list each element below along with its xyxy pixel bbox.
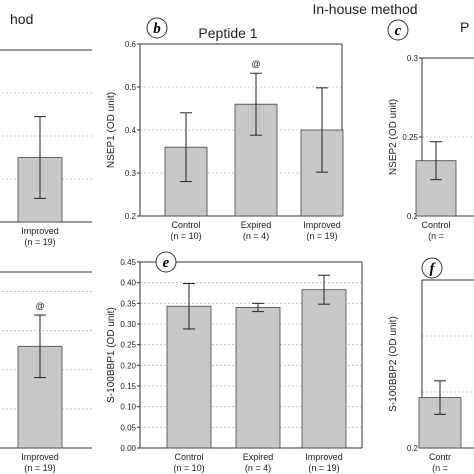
y-tick-label: 0.6 [125, 40, 137, 49]
category-n-label: (n = 4) [243, 231, 269, 241]
panel-a: Improved(n = 19) [0, 49, 92, 247]
bar [301, 289, 347, 449]
y-axis-label: S-100BBP1 (OD unit) [106, 307, 117, 403]
category-n-label: (n = 19) [308, 463, 339, 473]
category-label: Improved [303, 220, 341, 230]
panel-d: @ Improved(n = 19) [0, 271, 92, 473]
panel-f: 0.2 S-100BBP2 (OD unit) f Contr(n = [388, 257, 474, 473]
category-label: Improved [21, 226, 59, 236]
panel-letter: c [395, 23, 402, 39]
y-tick-label: 0.2 [407, 212, 419, 221]
bar [235, 307, 281, 449]
category-label: Expired [243, 452, 274, 462]
category-n-label: (n = 19) [24, 237, 55, 247]
category-n-label: (n = 10) [170, 231, 201, 241]
y-tick-label: 0.20 [120, 361, 136, 370]
panel-badge [421, 257, 443, 279]
y-tick-label: 0.2 [125, 212, 137, 221]
y-tick-label: 0.25 [402, 133, 418, 142]
bar [234, 103, 278, 217]
category-label: Contr [429, 452, 451, 462]
category-label: Control [421, 220, 450, 230]
panel-badge [155, 251, 177, 273]
y-tick-label: 0.10 [120, 403, 136, 412]
category-label: Control [174, 452, 203, 462]
y-tick-label: 0.35 [120, 299, 136, 308]
category-label: Control [171, 220, 200, 230]
panel-letter: b [153, 21, 161, 37]
y-axis-label: NSEP2 (OD unit) [388, 99, 399, 175]
y-tick-label: 0.05 [120, 423, 136, 432]
y-tick-label: 0.5 [125, 83, 137, 92]
y-axis-label: NSEP1 (OD unit) [106, 92, 117, 168]
panel-badge [146, 17, 168, 39]
y-tick-label: 0.45 [120, 258, 136, 267]
y-tick-label: 0.30 [120, 320, 136, 329]
y-tick-label: 0.15 [120, 382, 136, 391]
significance-mark: @ [35, 301, 44, 311]
y-tick-label: 0.4 [125, 126, 137, 135]
y-tick-label: 0.2 [407, 444, 419, 453]
bar [166, 305, 212, 449]
category-n-label: (n = 4) [245, 463, 271, 473]
y-tick-label: 0.3 [125, 169, 137, 178]
category-n-label: (n = [428, 231, 444, 241]
y-tick-label: 0.40 [120, 279, 136, 288]
category-n-label: (n = 19) [24, 463, 55, 473]
panel-e: 0.00 0.05 0.10 0.15 0.20 0.25 0.30 0.35 0.40 0.45… [106, 251, 363, 473]
panel-b: 0.2 0.3 0.4 0.5 0.6 NSEP1 (OD unit) Peptide 1 b… [106, 17, 344, 241]
panel-letter: e [163, 255, 170, 271]
panel-letter: f [430, 261, 437, 277]
right-title-fragment: P [460, 19, 469, 35]
panel-c: 0.2 0.25 0.3 NSEP2 (OD unit) c Control(n = [387, 19, 474, 241]
y-axis-label: S-100BBP2 (OD unit) [388, 316, 399, 412]
category-n-label: (n = [432, 463, 448, 473]
category-label: Expired [241, 220, 272, 230]
y-tick-label: 0.00 [120, 444, 136, 453]
panel-badge [387, 19, 409, 41]
left-title-fragment: hod [10, 11, 33, 27]
category-n-label: (n = 19) [306, 231, 337, 241]
y-tick-label: 0.3 [407, 54, 419, 63]
panel-title: Peptide 1 [198, 25, 257, 41]
category-label: Improved [21, 452, 59, 462]
category-label: Improved [305, 452, 343, 462]
y-tick-label: 0.25 [120, 341, 136, 350]
method-title: In-house method [312, 1, 417, 17]
significance-mark: @ [251, 59, 260, 69]
category-n-label: (n = 10) [173, 463, 204, 473]
